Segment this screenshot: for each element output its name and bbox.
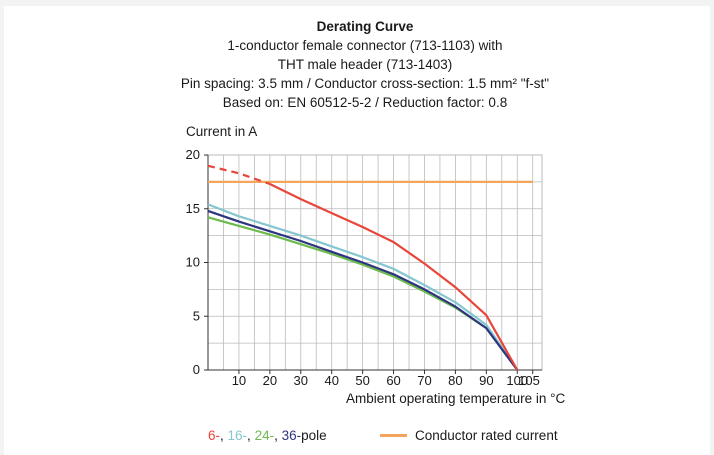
- x-tick-label: 100: [506, 373, 528, 388]
- series-line-6-pole-dashed: [207, 164, 271, 186]
- y-tick-label: 15: [186, 201, 200, 216]
- legend-item-24-pole: 24-: [254, 428, 275, 443]
- legend-separator: ,: [274, 428, 282, 443]
- subtitle-line-1: 1-conductor female connector (713-1103) …: [227, 38, 503, 53]
- x-tick-label: 20: [263, 373, 277, 388]
- x-tick-label: 80: [448, 373, 462, 388]
- subtitle-line-2: THT male header (713-1403): [277, 57, 453, 72]
- y-tick-label: 0: [193, 362, 200, 377]
- legend-separator: ,: [247, 428, 255, 443]
- subtitle-line-4: Based on: EN 60512-5-2 / Reduction facto…: [222, 95, 508, 110]
- y-axis-label: Current in A: [186, 124, 258, 139]
- x-tick-label: 70: [417, 373, 431, 388]
- legend-rated-swatch: [380, 434, 407, 437]
- x-tick-label: 10: [232, 373, 246, 388]
- chart-card: [4, 6, 710, 455]
- x-tick-label: 90: [479, 373, 493, 388]
- legend-separator: ,: [220, 428, 228, 443]
- x-tick-label: 50: [355, 373, 369, 388]
- chart-title: Derating Curve: [316, 19, 414, 34]
- x-axis-label: Ambient operating temperature in °C: [346, 391, 566, 406]
- legend-poles: 6-, 16-, 24-, 36-pole: [208, 428, 327, 443]
- series-line-16-pole: [207, 203, 519, 371]
- chart-title-block: Derating Curve 1-conductor female connec…: [0, 17, 714, 112]
- legend-item-36-pole: 36-: [281, 428, 302, 443]
- legend-item-6-pole: 6-: [208, 428, 221, 443]
- legend-rated-current: Conductor rated current: [380, 428, 558, 443]
- x-tick-label: 30: [294, 373, 308, 388]
- x-tick-label: 40: [324, 373, 338, 388]
- subtitle-line-3: Pin spacing: 3.5 mm / Conductor cross-se…: [180, 76, 550, 91]
- legend-rated-label: Conductor rated current: [415, 428, 558, 443]
- x-tick-label: 60: [386, 373, 400, 388]
- y-tick-label: 10: [186, 255, 200, 270]
- y-tick-label: 20: [186, 147, 200, 162]
- legend-item-16-pole: 16-: [227, 428, 248, 443]
- chart-series: [207, 164, 533, 371]
- y-tick-label: 5: [193, 308, 200, 323]
- series-line-6-pole: [269, 183, 519, 371]
- legend-pole-suffix: pole: [301, 428, 327, 443]
- series-line-36-pole: [207, 209, 519, 371]
- x-tick-label: 105: [518, 373, 540, 388]
